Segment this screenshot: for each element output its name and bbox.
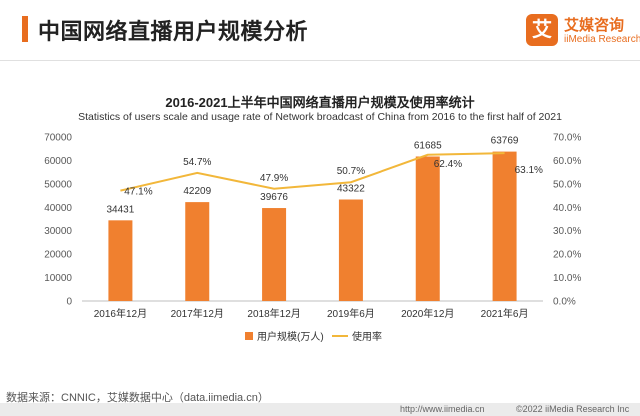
combo-chart: 0 10000 20000 30000 40000 50000 60000 70000 0.0%… xyxy=(44,133,581,344)
bar-value-label: 39676 xyxy=(260,192,288,203)
bar-value-label: 42209 xyxy=(183,186,211,197)
line-value-label: 47.9% xyxy=(260,173,288,184)
bar xyxy=(185,202,210,301)
bar xyxy=(262,208,287,301)
page-title: 中国网络直播用户规模分析 xyxy=(38,19,309,44)
chart-subtitle: Statistics of users scale and usage rate… xyxy=(78,111,562,123)
y-left-tick-label: 40000 xyxy=(44,203,72,214)
legend-swatch-users xyxy=(245,332,253,340)
logo-subtitle: iiMedia Research xyxy=(564,34,640,45)
footer-bar xyxy=(0,403,640,416)
line-value-label: 62.4% xyxy=(434,159,462,170)
iimedia-logo: 艾 艾媒咨询 iiMedia Research xyxy=(526,14,640,50)
bar-value-label: 34431 xyxy=(107,204,135,215)
data-source: 数据来源：CNNIC，艾媒数据中心（data.iimedia.cn） xyxy=(6,392,269,404)
bar-value-label: 63769 xyxy=(491,136,519,147)
chart-title: 2016-2021上半年中国网络直播用户规模及使用率统计 xyxy=(165,95,475,110)
y-right-tick-label: 0.0% xyxy=(553,297,576,308)
y-left-tick-label: 70000 xyxy=(44,133,72,144)
logo-mark: 艾 xyxy=(526,14,558,46)
header: 中国网络直播用户规模分析 艾 艾媒咨询 iiMedia Research xyxy=(0,0,640,62)
y-right-tick-label: 10.0% xyxy=(553,273,581,284)
line-value-label: 47.1% xyxy=(124,187,152,198)
y-left-tick-label: 50000 xyxy=(44,179,72,190)
x-tick-label: 2020年12月 xyxy=(401,307,454,320)
bar xyxy=(338,199,363,301)
x-tick-label: 2017年12月 xyxy=(171,307,224,320)
x-tick-label: 2021年6月 xyxy=(481,307,529,320)
legend-label-rate: 使用率 xyxy=(352,330,382,343)
logo-name: 艾媒咨询 xyxy=(564,17,625,34)
bar-value-label: 43322 xyxy=(337,184,365,195)
y-left-tick-label: 10000 xyxy=(44,273,72,284)
line-value-label: 63.1% xyxy=(515,165,543,176)
x-tick-label: 2019年6月 xyxy=(327,307,375,320)
bar xyxy=(492,151,517,301)
y-right-tick-label: 70.0% xyxy=(553,133,581,144)
bar-value-label: 61685 xyxy=(414,140,442,151)
bar xyxy=(415,156,440,301)
y-left-tick-label: 20000 xyxy=(44,250,72,261)
y-right-tick-label: 50.0% xyxy=(553,179,581,190)
y-right-tick-label: 30.0% xyxy=(553,226,581,237)
bar xyxy=(108,220,133,301)
header-divider xyxy=(0,60,640,61)
footer-copyright: ©2022 iiMedia Research Inc xyxy=(516,404,630,414)
footer-url: http://www.iimedia.cn xyxy=(400,404,485,414)
title-accent-bar xyxy=(22,16,28,42)
x-tick-label: 2016年12月 xyxy=(94,307,147,320)
legend-label-users: 用户规模(万人) xyxy=(257,330,324,343)
y-left-tick-label: 30000 xyxy=(44,226,72,237)
x-tick-label: 2018年12月 xyxy=(247,307,300,320)
usage-rate-line xyxy=(120,152,505,192)
line-value-label: 54.7% xyxy=(183,157,211,168)
y-left-tick-label: 60000 xyxy=(44,156,72,167)
y-right-tick-label: 20.0% xyxy=(553,250,581,261)
y-right-tick-label: 60.0% xyxy=(553,156,581,167)
line-value-label: 50.7% xyxy=(337,166,365,177)
y-right-tick-label: 40.0% xyxy=(553,203,581,214)
y-left-tick-label: 0 xyxy=(66,297,72,308)
